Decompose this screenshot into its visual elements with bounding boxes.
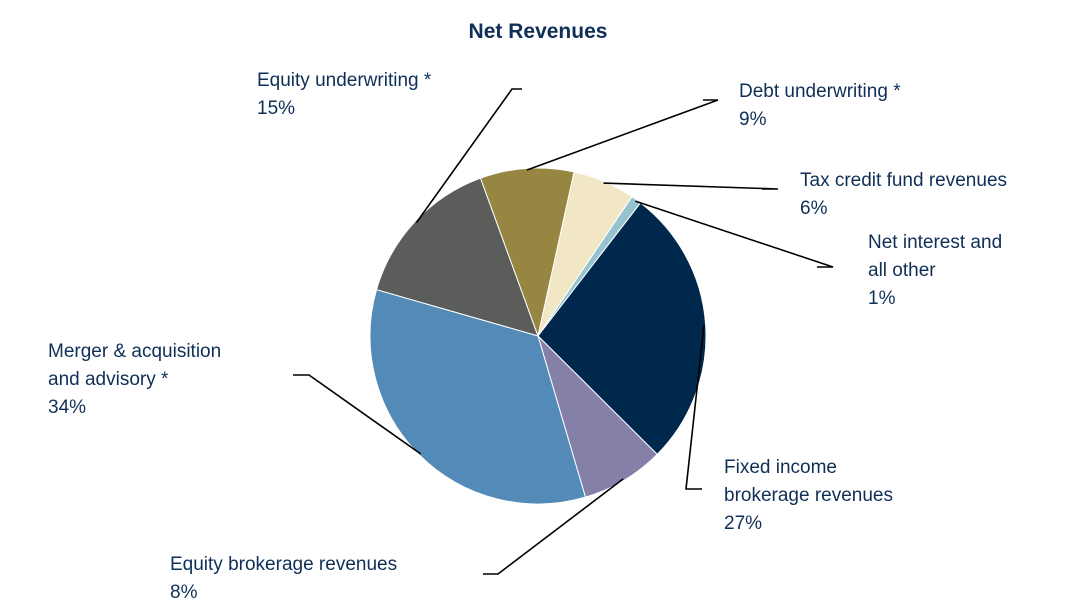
slice-name: Merger & acquisition [48, 341, 221, 362]
slice-percentage: 6% [800, 198, 828, 219]
slice-name: and advisory * [48, 369, 169, 390]
slice-name: all other [868, 260, 936, 281]
slice-percentage: 15% [257, 98, 295, 119]
slice-percentage: 9% [739, 109, 767, 130]
slice-label: Equity brokerage revenues 8% [170, 554, 397, 603]
slice-name: Net interest and [868, 232, 1002, 253]
leader-line [603, 182, 779, 190]
slice-label: Fixed income brokerage revenues 27% [724, 457, 893, 534]
leader-line [526, 99, 719, 171]
slice-label: Net interest and all other 1% [868, 232, 1002, 309]
leader-line [483, 478, 624, 575]
pie-slice [479, 167, 575, 338]
slice-labels: Equity underwriting * 15% Debt underwritin… [48, 70, 1007, 603]
slice-name: Tax credit fund revenues [800, 170, 1007, 191]
slice-label: Tax credit fund revenues 6% [800, 170, 1007, 219]
slice-name: Equity brokerage revenues [170, 554, 397, 575]
slice-label: Equity underwriting * 15% [257, 70, 432, 119]
leader-line [415, 88, 522, 224]
pie-slice [375, 177, 539, 337]
slice-label: Debt underwriting * 9% [739, 81, 901, 130]
slice-percentage: 1% [868, 288, 896, 309]
slice-percentage: 27% [724, 513, 762, 534]
chart-title: Net Revenues [469, 20, 608, 43]
slice-percentage: 8% [170, 582, 198, 603]
leader-line [685, 324, 705, 490]
leader-line [635, 200, 834, 268]
slice-label: Merger & acquisition and advisory * 34% [48, 341, 221, 418]
slice-percentage: 34% [48, 397, 86, 418]
slice-name: Equity underwriting * [257, 70, 432, 91]
pie-slices [369, 167, 707, 505]
pie-slice [369, 289, 587, 505]
leader-line [293, 374, 422, 455]
slice-name: Debt underwriting * [739, 81, 901, 102]
slice-name: brokerage revenues [724, 485, 893, 506]
pie-slice [537, 202, 707, 456]
slice-name: Fixed income [724, 457, 837, 478]
leader-lines [293, 88, 834, 575]
